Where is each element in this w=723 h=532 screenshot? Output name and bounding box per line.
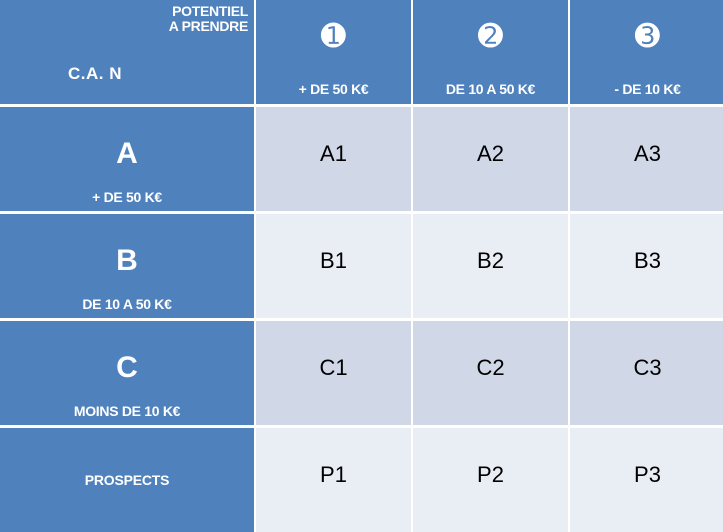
column-number-1: ➊ [320,20,347,53]
matrix-cell-c3: C3 [570,321,723,425]
row-range-b: DE 10 A 50 K€ [82,296,172,312]
cell-code: B2 [477,248,504,273]
column-number-2: ➋ [477,20,504,53]
matrix-cell-c2: C2 [413,321,568,425]
column-range-1: + DE 50 K€ [298,81,369,97]
potentiel-label: POTENTIEL A PRENDRE [168,3,249,34]
row-header-a: A + DE 50 K€ [0,107,254,211]
corner-header: POTENTIEL A PRENDRE C.A. N [0,0,254,104]
cell-code: P1 [320,462,347,487]
row-letter-c: C [116,351,138,384]
column-header-3: ➌ - DE 10 K€ [570,0,723,104]
matrix-cell-a1: A1 [256,107,411,211]
column-range-2: DE 10 A 50 K€ [445,81,536,97]
cell-code: C3 [633,355,662,380]
matrix-cell-b1: B1 [256,214,411,318]
can-label: C.A. N [68,64,122,83]
cell-code: C1 [319,355,348,380]
row-header-b: B DE 10 A 50 K€ [0,214,254,318]
row-label-prospects: PROSPECTS [84,472,170,488]
matrix-cell-p1: P1 [256,428,411,532]
matrix-cell-a3: A3 [570,107,723,211]
matrix-cell-b3: B3 [570,214,723,318]
cell-code: A2 [477,141,504,166]
row-range-a: + DE 50 K€ [92,189,162,205]
cell-code: C2 [476,355,505,380]
matrix-cell-a2: A2 [413,107,568,211]
row-letter-a: A [116,137,138,170]
cell-code: A3 [634,141,661,166]
cell-code: P2 [477,462,504,487]
potentiel-line-1: POTENTIEL [172,3,248,19]
matrix-cell-p2: P2 [413,428,568,532]
column-number-3: ➌ [634,20,661,53]
row-header-c: C MOINS DE 10 K€ [0,321,254,425]
cell-code: B3 [634,248,661,273]
matrix-cell-p3: P3 [570,428,723,532]
cell-code: B1 [320,248,347,273]
column-range-3: - DE 10 K€ [614,81,681,97]
matrix-cell-b2: B2 [413,214,568,318]
column-header-2: ➋ DE 10 A 50 K€ [413,0,568,104]
row-letter-b: B [116,244,138,277]
row-header-prospects: PROSPECTS [0,428,254,532]
potentiel-line-2: A PRENDRE [168,18,249,34]
matrix-cell-c1: C1 [256,321,411,425]
column-header-1: ➊ + DE 50 K€ [256,0,411,104]
row-range-c: MOINS DE 10 K€ [73,403,181,419]
cell-code: A1 [320,141,347,166]
cell-code: P3 [634,462,661,487]
